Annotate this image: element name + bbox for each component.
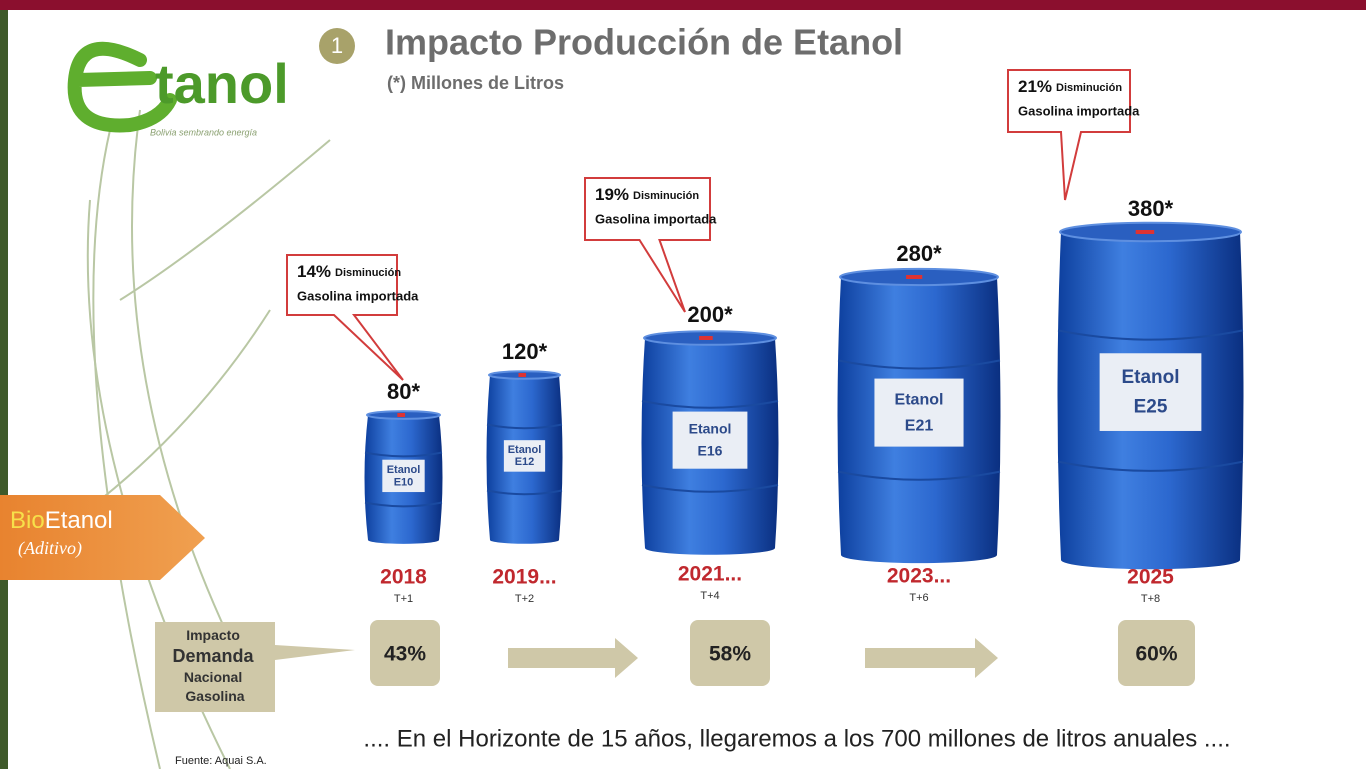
volume: 380* bbox=[1128, 196, 1174, 221]
word: Disminución bbox=[1056, 82, 1122, 94]
blend: E16 bbox=[698, 442, 723, 458]
period: T+8 bbox=[1141, 593, 1160, 605]
rib bbox=[486, 423, 563, 430]
barrel-label bbox=[503, 440, 546, 472]
callout bbox=[286, 254, 404, 381]
subtitle: (*) Millones de Litros bbox=[387, 73, 564, 93]
impact-line: Demanda bbox=[173, 646, 255, 666]
blend: E10 bbox=[394, 476, 414, 488]
logo-tagline: Bolivia sembrando energía bbox=[150, 127, 257, 137]
footer: .... En el Horizonte de 15 años, llegare… bbox=[363, 725, 1230, 752]
impact-line: Gasolina bbox=[185, 688, 244, 704]
product: Etanol bbox=[895, 392, 944, 409]
rib bbox=[837, 359, 1001, 370]
side-bar bbox=[0, 10, 8, 769]
callout-head: 14% Disminución bbox=[297, 262, 401, 281]
impact-line: Nacional bbox=[184, 669, 242, 685]
year: 2023... bbox=[887, 565, 951, 588]
rib bbox=[364, 501, 443, 508]
year: 2025 bbox=[1127, 566, 1174, 589]
callout bbox=[584, 177, 711, 313]
impact-value: 58% bbox=[709, 643, 751, 666]
rib bbox=[364, 451, 443, 458]
blend: E12 bbox=[515, 456, 535, 468]
word: Disminución bbox=[335, 267, 401, 279]
impact-box bbox=[690, 620, 770, 686]
number: 1 bbox=[331, 33, 343, 58]
rib bbox=[1057, 329, 1244, 341]
year: 2018 bbox=[380, 566, 427, 589]
barrel-label bbox=[382, 459, 425, 493]
cap bbox=[518, 373, 526, 377]
arrows bbox=[508, 638, 998, 678]
volume: 120* bbox=[502, 339, 548, 364]
title: Impacto Producción de Etanol bbox=[385, 22, 903, 63]
callout-head: 21% Disminución bbox=[1018, 77, 1122, 96]
impact-label-box bbox=[155, 622, 355, 712]
product: Etanol bbox=[689, 421, 732, 437]
bio: Bio bbox=[10, 507, 45, 534]
year: 2019... bbox=[492, 566, 556, 589]
callout-head: 19% Disminución bbox=[595, 185, 699, 204]
callout-line: Gasolina importada bbox=[595, 211, 717, 226]
callout bbox=[1007, 69, 1131, 201]
percent: 19% bbox=[595, 185, 629, 204]
rib bbox=[641, 400, 779, 409]
barrel-label bbox=[672, 411, 748, 469]
impact-box bbox=[1118, 620, 1195, 686]
rib bbox=[837, 470, 1001, 481]
etanol: Etanol bbox=[45, 507, 113, 534]
product: Etanol bbox=[387, 464, 421, 476]
rib bbox=[1057, 460, 1244, 472]
volume: 280* bbox=[896, 241, 942, 266]
impact-label: Impacto Demanda Nacional Gasolina bbox=[173, 627, 258, 704]
year: 2021... bbox=[678, 563, 742, 586]
rib bbox=[486, 489, 563, 496]
number-badge bbox=[319, 28, 355, 64]
rib bbox=[641, 484, 779, 493]
period: T+4 bbox=[700, 590, 719, 602]
blend: E21 bbox=[905, 417, 934, 434]
period: T+2 bbox=[515, 593, 534, 605]
product: Etanol bbox=[1121, 367, 1179, 388]
cap bbox=[397, 413, 406, 417]
impact-value: 60% bbox=[1135, 643, 1177, 666]
logo: tanol Bolivia sembrando energía bbox=[67, 41, 289, 137]
product: Etanol bbox=[508, 444, 542, 456]
barrel-label bbox=[874, 378, 964, 447]
source: Fuente: Aquai S.A. bbox=[175, 755, 267, 767]
barrel-label bbox=[1099, 353, 1202, 431]
volume: 80* bbox=[387, 379, 420, 404]
logo-text: tanol bbox=[155, 52, 289, 115]
cap bbox=[1135, 230, 1155, 234]
volume: 200* bbox=[687, 302, 733, 327]
side-tag-title: BioEtanol bbox=[10, 507, 113, 534]
callout-line: Gasolina importada bbox=[1018, 103, 1140, 118]
blend: E25 bbox=[1134, 397, 1168, 418]
percent: 21% bbox=[1018, 77, 1052, 96]
impact-box bbox=[370, 620, 440, 686]
side-tag-note: (Aditivo) bbox=[18, 538, 82, 559]
word: Disminución bbox=[633, 190, 699, 202]
period: T+1 bbox=[394, 593, 413, 605]
impact-line: Impacto bbox=[186, 627, 240, 643]
impact-value: 43% bbox=[384, 643, 426, 666]
period: T+6 bbox=[909, 592, 928, 604]
percent: 14% bbox=[297, 262, 331, 281]
top-band bbox=[0, 0, 1366, 10]
cap bbox=[906, 275, 923, 279]
cap bbox=[699, 336, 713, 340]
callout-line: Gasolina importada bbox=[297, 288, 419, 303]
barrels: EtanolE1080*2018T+1EtanolE12120*2019...T… bbox=[286, 69, 1244, 605]
side-tag bbox=[0, 495, 205, 580]
